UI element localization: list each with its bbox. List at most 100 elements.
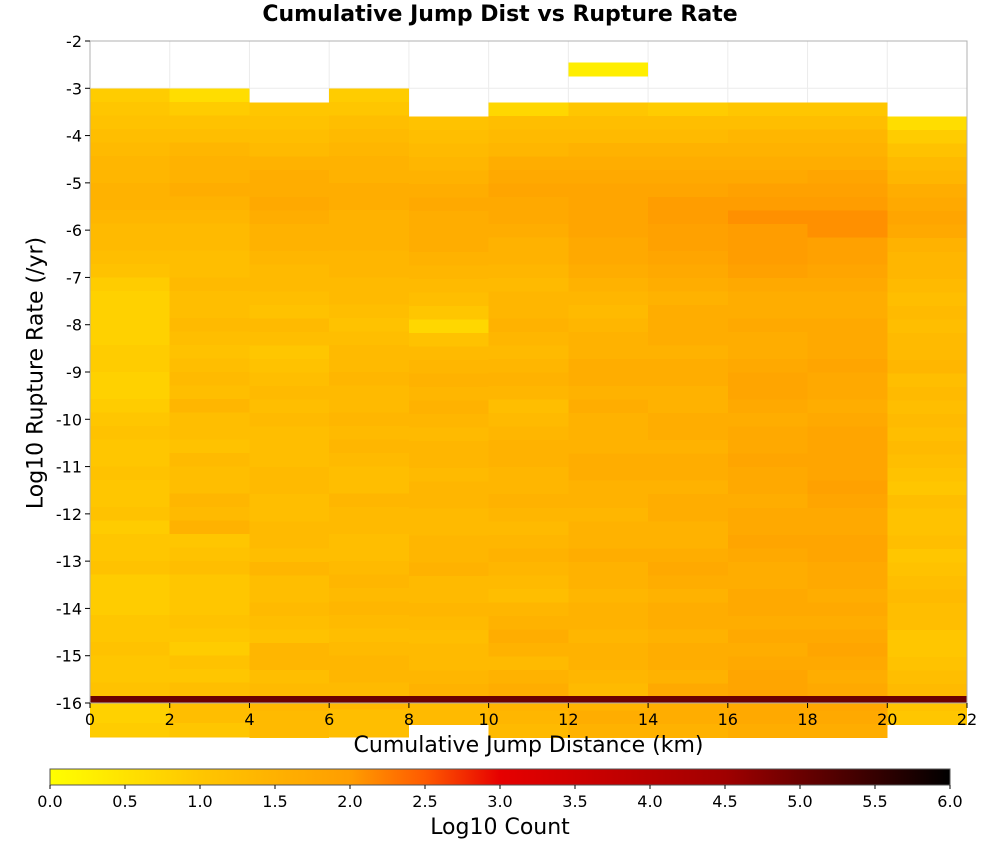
heatmap-cell xyxy=(648,588,728,603)
heatmap-cell xyxy=(807,615,888,630)
heatmap-cell xyxy=(568,521,649,536)
heatmap-cell xyxy=(648,210,728,225)
colorbar-title: Log10 Count xyxy=(430,815,570,840)
heatmap-cell xyxy=(329,304,409,319)
heatmap-cell xyxy=(329,385,409,400)
heatmap-cell xyxy=(887,238,967,253)
y-tick-label: -6 xyxy=(66,221,82,240)
heatmap-cell xyxy=(568,210,649,225)
heatmap-cell xyxy=(568,156,649,171)
heatmap-cell xyxy=(648,507,728,522)
heatmap-cell xyxy=(887,332,967,347)
heatmap-cell xyxy=(488,129,569,144)
heatmap-cell xyxy=(488,615,569,630)
heatmap-cell xyxy=(488,588,569,603)
heatmap-cell xyxy=(90,466,170,481)
heatmap-cell xyxy=(568,224,649,239)
heatmap-cell xyxy=(408,575,489,591)
heatmap-cell xyxy=(727,372,808,387)
heatmap-cell xyxy=(90,615,170,630)
heatmap-cell xyxy=(90,655,170,670)
heatmap-cell xyxy=(329,263,409,279)
heatmap-cell xyxy=(488,264,569,279)
heatmap-cell xyxy=(568,629,649,644)
heatmap-cell xyxy=(408,197,489,212)
heatmap-cell xyxy=(648,669,728,684)
heatmap-cell xyxy=(408,454,489,469)
heatmap-cell xyxy=(648,629,728,644)
heatmap-cell xyxy=(727,264,808,279)
heatmap-cell xyxy=(90,399,170,414)
heatmap-cell xyxy=(249,318,330,333)
heatmap-cell xyxy=(90,263,170,279)
heatmap-cell xyxy=(568,656,649,671)
heatmap-cell xyxy=(807,197,888,212)
heatmap-cell xyxy=(408,224,489,239)
heatmap-cell xyxy=(169,480,250,495)
heatmap-cell xyxy=(408,413,489,428)
heatmap-cell xyxy=(408,427,489,442)
heatmap-cell xyxy=(329,331,409,346)
heatmap-cell xyxy=(568,561,649,576)
heatmap-cell xyxy=(408,238,489,253)
heatmap-cell xyxy=(568,237,649,252)
heatmap-cell xyxy=(249,629,330,644)
heatmap-cell xyxy=(648,143,728,158)
heatmap-cell xyxy=(408,400,489,415)
heatmap-cell xyxy=(249,237,330,252)
heatmap-cell xyxy=(249,183,330,198)
heatmap-cell xyxy=(488,737,569,739)
heatmap-cell xyxy=(488,480,569,495)
heatmap-cells xyxy=(90,62,967,739)
heatmap-cell xyxy=(807,561,888,576)
colorbar-tick-label: 2.0 xyxy=(337,792,362,811)
heatmap-cell xyxy=(727,588,808,603)
heatmap-cell xyxy=(727,656,808,671)
heatmap-cell xyxy=(329,155,409,170)
heatmap-cell xyxy=(249,588,330,603)
heatmap-cell xyxy=(90,669,170,684)
heatmap-cell xyxy=(727,251,808,266)
y-tick-label: -11 xyxy=(56,458,82,477)
heatmap-cell xyxy=(169,426,250,441)
heatmap-cell xyxy=(727,170,808,185)
heatmap-cell xyxy=(727,305,808,320)
heatmap-cell xyxy=(249,467,330,482)
heatmap-cell xyxy=(408,386,489,401)
heatmap-cell xyxy=(648,548,728,563)
heatmap-cell xyxy=(329,642,409,657)
heatmap-cell xyxy=(329,628,409,643)
heatmap-cell xyxy=(807,494,888,509)
y-tick-label: -9 xyxy=(66,363,82,382)
heatmap-cell xyxy=(329,709,409,724)
y-tick-label: -7 xyxy=(66,268,82,287)
heatmap-cell xyxy=(648,264,728,279)
heatmap-cell xyxy=(329,574,409,589)
heatmap-cell xyxy=(727,224,808,239)
heatmap-cell xyxy=(568,683,649,698)
heatmap-cell xyxy=(488,115,569,131)
y-axis-title: Log10 Rupture Rate (/yr) xyxy=(23,236,49,510)
chart-title: Cumulative Jump Dist vs Rupture Rate xyxy=(262,2,738,27)
heatmap-cell xyxy=(648,426,728,441)
heatmap-cell xyxy=(807,156,888,171)
heatmap-cell xyxy=(90,736,170,738)
heatmap-cell xyxy=(807,345,888,360)
heatmap-cell xyxy=(727,615,808,630)
heatmap-cell xyxy=(727,507,808,522)
heatmap-cell xyxy=(488,575,569,590)
heatmap-cell xyxy=(90,371,170,387)
heatmap-cell xyxy=(568,602,649,617)
colorbar-tick-label: 0.0 xyxy=(37,792,62,811)
heatmap-cell xyxy=(169,547,250,562)
heatmap-cell xyxy=(488,386,569,401)
heatmap-cell xyxy=(329,344,409,360)
heatmap-cell xyxy=(169,453,250,468)
heatmap-cell xyxy=(249,575,330,590)
heatmap-cell xyxy=(90,290,170,306)
heatmap-cell xyxy=(568,548,649,563)
heatmap-cell xyxy=(90,250,170,265)
heatmap-cell xyxy=(488,332,569,347)
heatmap-cell xyxy=(887,346,967,361)
heatmap-cell xyxy=(329,317,409,333)
